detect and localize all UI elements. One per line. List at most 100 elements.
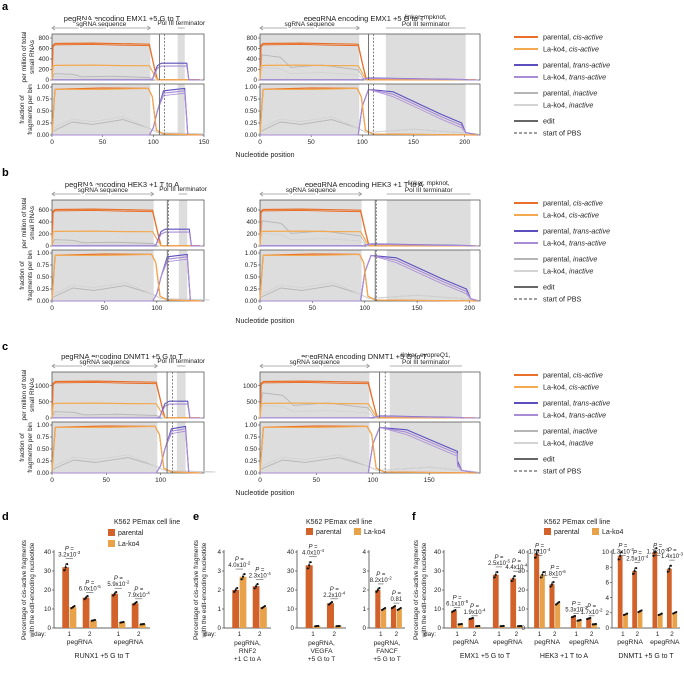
data-point [573,614,577,618]
y-tick-label: 20 [287,587,295,594]
terminator-band [389,422,462,473]
y-tick-label: 0.25 [245,458,258,465]
legend-parental: parental [554,529,580,536]
cell-line-title: K562 PEmax cell line [114,519,180,526]
pvalue-prefix: P = [550,566,559,572]
bar-parental [232,590,240,628]
panel-label-f: f [412,511,416,523]
pvalue-prefix: P = [330,587,339,593]
y-tick-label: 0.50 [245,274,258,281]
data-point [378,587,381,590]
line-parental-cis-rep [259,43,476,81]
data-point [253,587,256,590]
y-tick-label: 0 [362,625,366,632]
x-tick-label: 50 [313,477,321,484]
y-tick-label: 1000 [243,383,258,390]
day-label: 1 [379,631,383,638]
day-label: 1 [538,631,542,638]
x-tick-label: 0 [50,139,54,146]
line-lako4-cis [51,402,200,419]
terminator-label: Pol III terminator [159,186,208,193]
legend-label: La-ko4, trans-active [543,239,606,248]
linker-label-2: Pol III terminator [405,187,454,194]
data-point [329,602,332,605]
day-label: 2 [137,631,141,638]
day-label: 1 [574,631,578,638]
cell-line-title: K562 PEmax cell line [544,519,610,526]
y-label-top-1: per million of total [21,31,28,82]
y-tick-label: 0.25 [37,458,50,465]
day-prefix: day: [34,631,46,638]
data-point [653,550,656,554]
y-tick-label: 0.25 [37,120,50,127]
data-point [115,590,118,594]
day-label: 2 [553,631,557,638]
group-label: epegRNA [493,639,523,646]
x-tick-label: 50 [99,139,107,146]
data-point [496,571,499,574]
line-parental-cis-rep [51,209,200,247]
sgrna-label: sgRNA sequence [285,21,336,28]
y-tick-label: 400 [246,219,257,226]
legend-label: parental, inactive [543,427,597,436]
sgrna-label: sgRNA sequence [286,187,337,194]
y-tick-label: 0.00 [37,470,50,477]
y-tick-label: 2 [217,587,221,594]
pvalue-prefix: P = [535,544,544,550]
bar-lako4 [118,622,126,628]
y-tick-label: 200 [38,67,49,74]
y-tick-label: 10 [518,606,526,613]
linker-label-2: Pol III terminator [402,21,451,28]
sgrna-band [260,84,360,135]
profile-title: epegRNA encoding EMX1 +5 G to T [304,14,425,23]
sgrna-label: sgRNA sequence [80,359,131,366]
data-point [502,624,505,628]
y-label-top-2: small RNAs [29,377,36,412]
x-tick-label: 200 [459,139,470,146]
y-tick-label: 0.50 [37,446,50,453]
sgrna-band [52,250,154,301]
pvalue-prefix: P = [453,595,462,601]
y-tick-label: 200 [38,231,49,238]
day-prefix: day: [204,631,216,638]
y-tick-label: 0.50 [245,108,258,115]
y-tick-label: 0 [45,243,49,250]
terminator-band [389,372,462,418]
y-tick-label: 10 [287,606,295,613]
y-tick-label: 600 [38,46,49,53]
x-tick-label: 50 [309,305,317,312]
sgrna-arrowheads [51,25,152,31]
y-tick-label: 500 [38,399,49,406]
data-point [375,590,378,594]
bar-lako4 [623,614,628,628]
linker-label-1: linker, mpknot, [408,180,450,187]
y-tick-label: 0.25 [245,286,258,293]
bar-ylabel-2: with the edit-encoding nucleotide [201,542,208,638]
y-tick-label: 600 [246,46,257,53]
data-point [327,603,331,606]
data-point [460,622,463,626]
bar-parental [252,586,260,628]
sgrna-band [260,250,362,301]
line-lako4-cis [51,230,200,247]
y-tick-label: 2 [362,587,366,594]
pvalue-label: 1.4x10-3 [661,552,684,561]
x-tick-label: 0 [258,477,262,484]
profile-title: epegRNA encoding HEK3 +1 T to A [305,180,423,189]
line-lako4-trans [260,243,478,247]
legend-swatch-lako4 [592,528,599,535]
line-parental-inactive [259,220,477,247]
bar-parental [82,597,90,628]
data-point [263,604,267,608]
day-label: 2 [333,631,337,638]
line-lako4-cis [51,64,200,81]
data-point [666,570,669,573]
y-tick-label: 0.00 [245,298,258,305]
y-tick-label: 0.75 [245,434,258,441]
y-tick-label: 10 [602,549,610,556]
y-tick-label: 0.25 [245,120,258,127]
legend-lako4: La-ko4 [364,529,386,536]
data-point [541,573,544,576]
pvalue-prefix: P = [587,604,596,610]
